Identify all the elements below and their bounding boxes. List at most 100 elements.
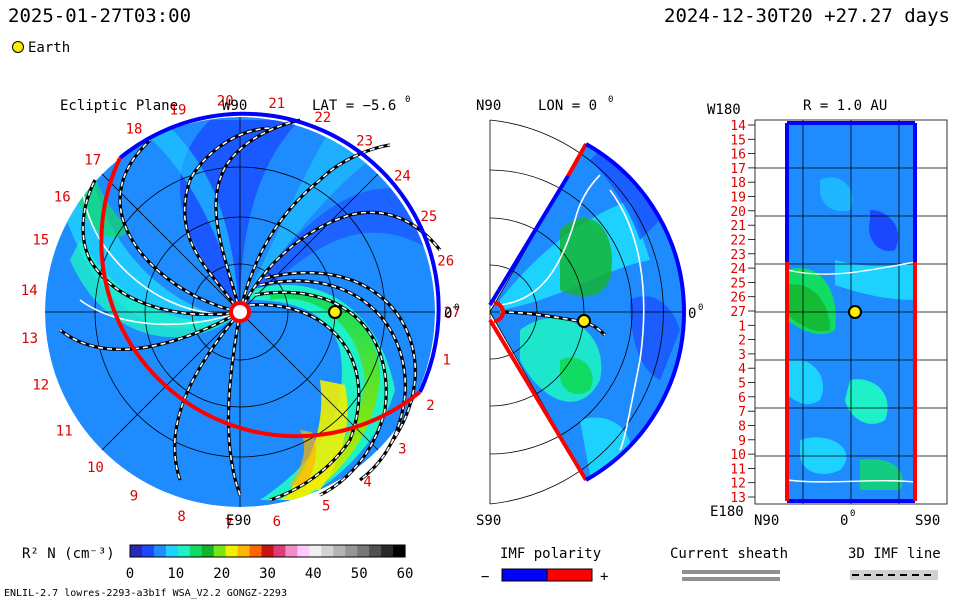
radial-current-sheath	[786, 261, 916, 483]
radial-rotation-label: 2	[738, 334, 746, 349]
ecliptic-right-label: 0	[444, 306, 452, 322]
colorbar-swatch	[201, 545, 215, 557]
earth-legend-label: Earth	[28, 40, 71, 56]
radial-rotation-label: 17	[730, 162, 746, 177]
imf-polarity-pos-swatch	[546, 568, 593, 582]
imf-polarity-neg-swatch	[501, 568, 548, 582]
lon-label: LON = 0	[538, 98, 597, 114]
colorbar-swatch	[369, 545, 382, 557]
radial-rotation-label: 14	[730, 119, 746, 134]
earth-marker-icon	[12, 41, 24, 53]
radial-x-left: N90	[754, 513, 779, 529]
radial-rotation-label: 8	[738, 420, 746, 435]
meridional-boundary-neg-top	[488, 174, 570, 307]
radial-rotation-label: 9	[738, 434, 746, 449]
radial-rotation-labels: 1415161718192021222324252627123456789101…	[730, 119, 755, 506]
ecliptic-current-sheath	[79, 149, 241, 326]
meridional-boundary-pos-bottom	[488, 318, 588, 482]
ecliptic-lon-label: 19	[170, 102, 187, 118]
colorbar-tick-label: 50	[351, 566, 368, 582]
lon-deg: 0	[608, 95, 613, 105]
colorbar-swatch	[261, 545, 275, 557]
radial-rotation-label: 22	[730, 234, 746, 249]
imf-line-legend: 3D IMF line	[848, 546, 941, 580]
imf-polarity-legend: IMF polarity − +	[481, 546, 608, 585]
colorbar-swatch	[237, 545, 251, 557]
colorbar-tick-label: 30	[259, 566, 276, 582]
earth-legend: Earth	[12, 40, 70, 56]
colorbar-swatch	[165, 545, 179, 557]
colorbar-tick-label: 40	[305, 566, 322, 582]
radial-r-label: R = 1.0 AU	[803, 98, 887, 114]
imf-polarity-title: IMF polarity	[500, 546, 601, 562]
ecliptic-lon-label: 11	[56, 424, 73, 440]
forecast-time: 2025-01-27T03:00	[8, 5, 192, 27]
meridional-earth-marker	[577, 314, 591, 328]
ecliptic-lon-label: 16	[54, 190, 71, 206]
meridional-boundary-arc	[585, 142, 686, 482]
radial-bottom-left-label: E180	[710, 504, 744, 520]
colorbar-swatch	[130, 545, 143, 557]
ecliptic-earth-marker	[328, 305, 342, 319]
current-sheath-legend: Current sheath	[670, 546, 788, 581]
colorbar-swatch	[381, 545, 394, 557]
colorbar-tick-label: 60	[397, 566, 414, 582]
ecliptic-lon-label: 21	[268, 96, 285, 112]
current-sheath-title: Current sheath	[670, 546, 788, 562]
radial-x-mid-deg: 0	[850, 509, 855, 519]
imf-polarity-plus: +	[600, 569, 608, 585]
colorbar-swatch	[309, 545, 322, 557]
radial-rotation-label: 15	[730, 133, 746, 148]
ecliptic-lon-label: 12	[32, 378, 49, 394]
radial-rotation-label: 16	[730, 148, 746, 163]
ecliptic-lon-label: 23	[356, 134, 373, 150]
colorbar-swatch	[297, 545, 310, 557]
radial-rotation-label: 6	[738, 391, 746, 406]
ecliptic-lon-label: 17	[84, 153, 101, 169]
radial-rotation-label: 21	[730, 219, 746, 234]
colorbar-swatch	[225, 545, 239, 557]
meridional-right-label: 0	[688, 306, 696, 322]
radial-panel: 1415161718192021222324252627123456789101…	[707, 98, 948, 529]
ecliptic-lon-label: 1	[442, 353, 450, 369]
model-info: ENLIL-2.7 lowres-2293-a3b1f WSA_V2.2 GON…	[4, 588, 287, 599]
ecliptic-lon-label: 14	[21, 283, 38, 299]
radial-rotation-label: 4	[738, 362, 746, 377]
radial-rotation-label: 11	[730, 462, 746, 477]
radial-rotation-label: 5	[738, 377, 746, 392]
inner-boundary	[229, 301, 251, 323]
radial-rotation-label: 27	[730, 305, 746, 320]
lat-deg: 0	[405, 95, 410, 105]
radial-rotation-label: 18	[730, 176, 746, 191]
ecliptic-lon-label: 5	[322, 499, 330, 515]
ecliptic-lon-label: 26	[437, 254, 454, 270]
meridional-current-sheath	[499, 174, 645, 451]
ecliptic-lon-label: 20	[217, 94, 234, 110]
colorbar-swatch	[321, 545, 334, 557]
radial-rotation-label: 3	[738, 348, 746, 363]
imf-line-title: 3D IMF line	[848, 546, 941, 562]
ecliptic-boundary-neg	[118, 111, 441, 393]
ecliptic-lon-label: 6	[273, 514, 281, 530]
ecliptic-imf-lines	[59, 119, 441, 501]
ecliptic-plane-label: Ecliptic Plane	[60, 98, 178, 114]
meridional-bottom-label: S90	[476, 513, 501, 529]
colorbar-tick-label: 20	[213, 566, 230, 582]
colorbar-swatch	[273, 545, 287, 557]
radial-rotation-label: 26	[730, 291, 746, 306]
ecliptic-lon-label: 8	[177, 509, 185, 525]
radial-x-mid: 0	[840, 513, 848, 529]
ecliptic-lon-label: 9	[130, 489, 138, 505]
colorbar-swatch	[153, 545, 167, 557]
run-info: 2024-12-30T20 +27.27 days	[664, 5, 950, 27]
colorbar-swatch	[333, 545, 346, 557]
radial-rotation-label: 23	[730, 248, 746, 263]
ecliptic-lon-label: 7	[225, 517, 233, 533]
ecliptic-lon-label: 3	[398, 441, 406, 457]
colorbar-tick-label: 10	[167, 566, 184, 582]
ecliptic-lon-label: 2	[426, 398, 434, 414]
colorbar-tick-label: 0	[126, 566, 134, 582]
meridional-top-label: N90	[476, 98, 501, 114]
